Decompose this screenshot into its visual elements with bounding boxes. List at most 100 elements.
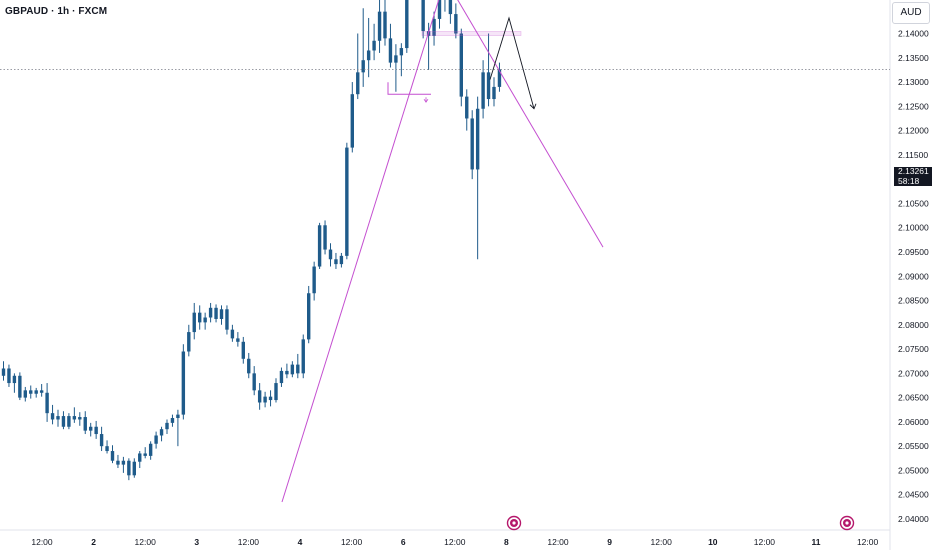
descending-trendline[interactable] <box>409 0 604 248</box>
candle-body <box>148 443 153 456</box>
candle-body <box>61 416 66 427</box>
candle-body <box>497 69 502 87</box>
currency-label[interactable]: AUD <box>892 2 930 24</box>
price-tick-label: 2.04000 <box>898 514 929 524</box>
time-tick-label: 12:00 <box>547 537 569 547</box>
candle-body <box>105 446 109 452</box>
last-price-value: 2.13261 <box>898 166 929 176</box>
last-price-tag: 2.13261 58:18 <box>894 166 932 186</box>
price-tick-label: 2.09000 <box>898 271 929 281</box>
time-tick-label: 12:00 <box>857 537 879 547</box>
candle-body <box>99 434 104 447</box>
price-tick-label: 2.07500 <box>898 344 929 354</box>
candle-body <box>203 317 207 323</box>
candle-body <box>405 0 409 49</box>
candle-body <box>56 416 60 420</box>
candle-body <box>454 14 458 34</box>
candle-body <box>198 312 202 323</box>
time-tick-label: 2 <box>91 537 96 547</box>
candle-body <box>307 293 311 340</box>
candle-body <box>176 414 180 419</box>
price-tick-label: 2.13500 <box>898 53 929 63</box>
time-tick-label: 12:00 <box>754 537 776 547</box>
candle-body <box>72 416 77 420</box>
price-tick-label: 2.10000 <box>898 223 929 233</box>
symbol-title[interactable]: GBPAUD · 1h · FXCM <box>5 6 108 17</box>
time-tick-label: 9 <box>607 537 612 547</box>
price-tick-label: 2.08500 <box>898 296 929 306</box>
candle-body <box>159 429 164 436</box>
candle-body <box>170 418 175 423</box>
candle-body <box>23 390 27 398</box>
event-flag-icon[interactable] <box>506 515 522 531</box>
supply-zone[interactable] <box>421 31 522 36</box>
candle-body <box>372 40 376 51</box>
candle-body <box>486 72 491 100</box>
candle-body <box>328 249 333 260</box>
candle-body <box>350 94 354 148</box>
arrow-head-icon <box>529 103 537 110</box>
time-tick-label: 12:00 <box>238 537 260 547</box>
time-tick-label: 12:00 <box>444 537 466 547</box>
price-tick-label: 2.09500 <box>898 247 929 257</box>
candle-body <box>421 0 425 32</box>
price-tick-label: 2.04500 <box>898 490 929 500</box>
candle-body <box>241 341 245 359</box>
price-tick-label: 2.13000 <box>898 77 929 87</box>
candle-body <box>29 390 33 394</box>
candle-body <box>154 435 158 444</box>
candle-body <box>208 307 213 318</box>
candle-body <box>339 255 344 265</box>
time-axis[interactable]: 12:00 2 12:00 3 12:00 4 12:00 6 12:00 8 12:00 9 12:0… <box>31 537 878 547</box>
price-tick-label: 2.06500 <box>898 393 929 403</box>
candle-body <box>345 147 349 256</box>
candle-body <box>252 373 256 391</box>
projection-path[interactable] <box>489 16 535 109</box>
price-tick-label: 2.11500 <box>898 150 928 160</box>
price-tick-label: 2.12500 <box>898 101 929 111</box>
candle-body <box>94 426 98 435</box>
time-tick-label: 11 <box>812 537 821 547</box>
candle-body <box>301 339 305 374</box>
price-tick-label: 2.05500 <box>898 441 929 451</box>
candle-body <box>317 225 322 267</box>
candle-body <box>236 338 240 342</box>
candle-body <box>257 390 262 403</box>
candle-body <box>285 370 289 375</box>
time-tick-label: 10 <box>708 537 718 547</box>
candle-body <box>475 108 480 170</box>
time-tick-label: 8 <box>504 537 509 547</box>
drawing-layer[interactable] <box>281 0 604 503</box>
candle-body <box>470 118 474 170</box>
candle-body <box>45 392 49 414</box>
candle-body <box>279 370 284 384</box>
candle-body <box>268 396 273 401</box>
bar-countdown: 58:18 <box>898 175 920 186</box>
time-tick-label: 12:00 <box>31 537 53 547</box>
time-tick-label: 12:00 <box>135 537 157 547</box>
candle-body <box>481 72 485 109</box>
candle-body <box>121 460 126 465</box>
price-tick-label: 2.14000 <box>898 29 929 39</box>
candle-body <box>399 48 404 56</box>
price-tick-label: 2.10500 <box>898 198 929 208</box>
price-tick-label: 2.05000 <box>898 465 929 475</box>
candle-body <box>296 364 300 374</box>
candle-body <box>1 368 6 376</box>
candle-body <box>165 422 169 430</box>
candle-body <box>432 18 436 36</box>
candle-body <box>7 368 11 384</box>
lower-horizontal-level[interactable] <box>387 82 431 95</box>
candle-body <box>459 33 463 97</box>
event-globe-icon[interactable] <box>839 515 855 531</box>
candle-body <box>181 351 186 415</box>
candle-body <box>110 451 115 461</box>
event-icons[interactable] <box>506 515 855 531</box>
time-tick-label: 4 <box>298 537 303 547</box>
ascending-trendline[interactable] <box>281 0 474 503</box>
candle-body <box>50 413 55 420</box>
candle-body <box>323 225 327 250</box>
candle-body <box>138 453 142 462</box>
